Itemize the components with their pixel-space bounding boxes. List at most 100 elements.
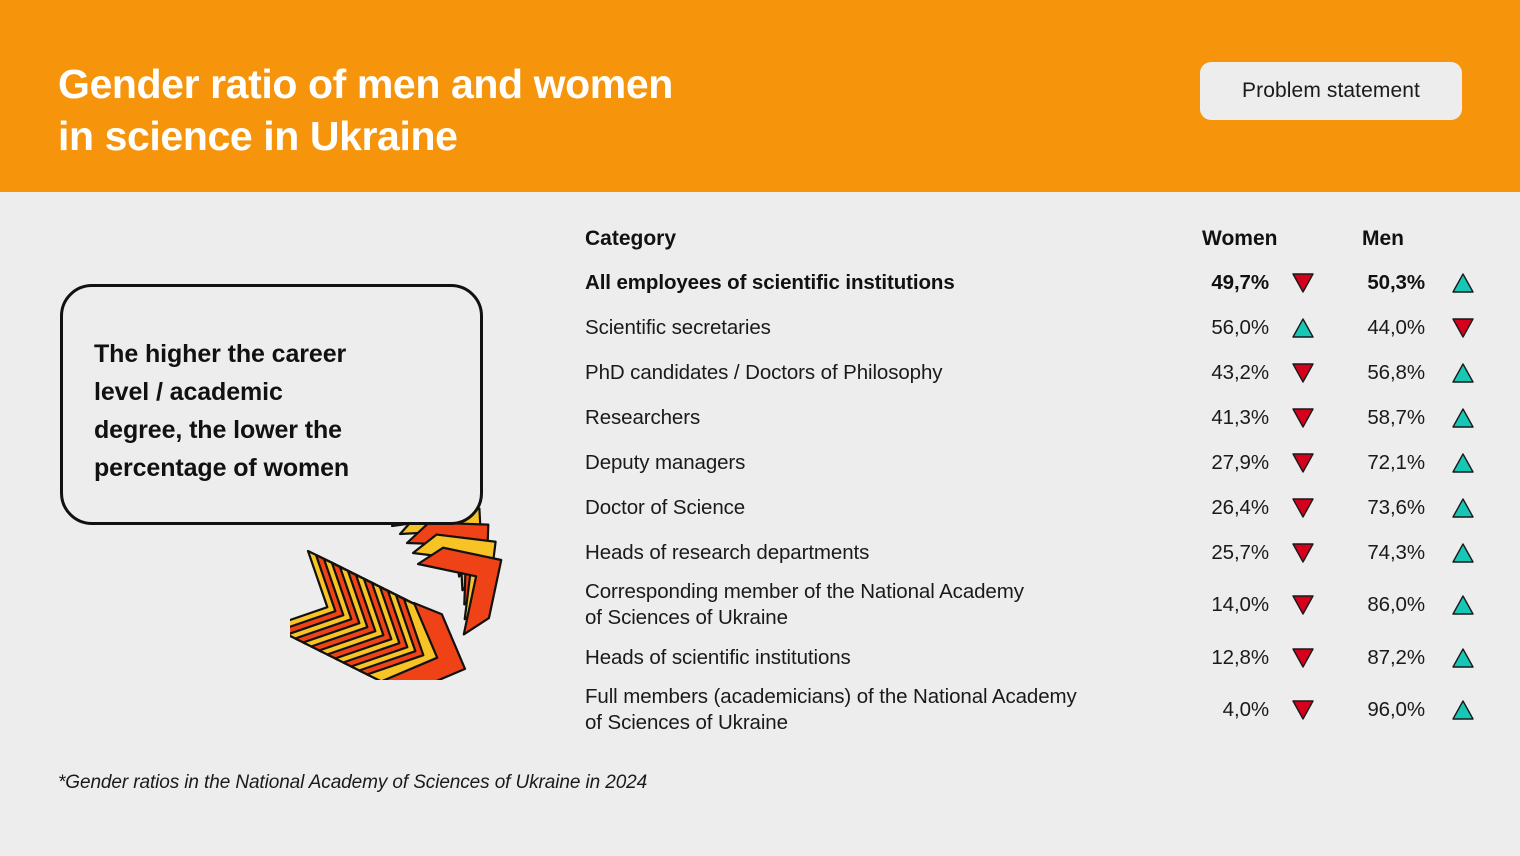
women-percent: 26,4% — [1211, 495, 1269, 519]
women-percent: 49,7% — [1211, 270, 1269, 294]
table-cell-women: 56,0% — [1185, 316, 1315, 340]
column-header-women: Women — [1202, 227, 1278, 250]
men-percent: 44,0% — [1367, 315, 1425, 339]
category-label: Scientific secretaries — [585, 315, 771, 339]
trend-down-icon — [1291, 497, 1315, 518]
table-cell-category: Heads of research departments — [585, 540, 1185, 566]
trend-down-icon — [1291, 407, 1315, 428]
trend-up-icon — [1291, 317, 1315, 338]
men-percent: 96,0% — [1367, 698, 1425, 721]
table-cell-women: 49,7% — [1185, 271, 1315, 295]
table-row: Heads of scientific institutions 12,8% 87,… — [585, 635, 1475, 680]
category-label: PhD candidates / Doctors of Philosophy — [585, 360, 943, 384]
trend-up-icon — [1451, 700, 1475, 720]
table-cell-men: 50,3% — [1315, 271, 1475, 295]
women-percent: 43,2% — [1211, 360, 1269, 384]
table-cell-women: 43,2% — [1185, 361, 1315, 385]
table-cell-men: 72,1% — [1315, 451, 1475, 475]
table-body: All employees of scientific institutions… — [585, 260, 1475, 740]
men-percent: 87,2% — [1367, 645, 1425, 669]
table-cell-category: Researchers — [585, 405, 1185, 431]
trend-up-icon — [1451, 452, 1475, 473]
footnote: *Gender ratios in the National Academy o… — [58, 772, 648, 793]
table-cell-category: All employees of scientific institutions — [585, 270, 1185, 296]
table-row: PhD candidates / Doctors of Philosophy 43… — [585, 350, 1475, 395]
table-row: Scientific secretaries 56,0% 44,0% — [585, 305, 1475, 350]
table-row: All employees of scientific institutions… — [585, 260, 1475, 305]
table-cell-women: 26,4% — [1185, 496, 1315, 520]
table-row: Deputy managers 27,9% 72,1% — [585, 440, 1475, 485]
table-cell-women: 12,8% — [1185, 646, 1315, 670]
trend-down-icon — [1451, 317, 1475, 338]
gender-ratio-table: Category Women Men All employees of scie… — [585, 218, 1475, 740]
men-percent: 58,7% — [1367, 405, 1425, 429]
category-label: Researchers — [585, 405, 701, 429]
category-label: Heads of scientific institutions — [585, 645, 851, 669]
table-cell-women: 25,7% — [1185, 541, 1315, 565]
problem-statement-badge[interactable]: Problem statement — [1200, 62, 1462, 120]
category-label: All employees of scientific institutions — [585, 270, 955, 294]
table-row: Full members (academicians) of the Natio… — [585, 680, 1475, 740]
table-cell-category: Deputy managers — [585, 450, 1185, 476]
men-percent: 72,1% — [1367, 450, 1425, 474]
category-label: Full members (academicians) of the Natio… — [585, 685, 1077, 734]
table-row: Heads of research departments 25,7% 74,3% — [585, 530, 1475, 575]
page-title: Gender ratio of men and women in science… — [58, 61, 673, 160]
women-percent: 56,0% — [1211, 315, 1269, 339]
trend-down-icon — [1291, 362, 1315, 383]
table-row: Doctor of Science 26,4% 73,6% — [585, 485, 1475, 530]
category-label: Doctor of Science — [585, 495, 746, 519]
women-percent: 14,0% — [1211, 593, 1269, 616]
table-cell-category: Full members (academicians) of the Natio… — [585, 684, 1185, 735]
women-percent: 12,8% — [1211, 645, 1269, 669]
table-cell-category: PhD candidates / Doctors of Philosophy — [585, 360, 1185, 386]
women-percent: 27,9% — [1211, 450, 1269, 474]
table-cell-men: 74,3% — [1315, 541, 1475, 565]
column-header-men: Men — [1362, 227, 1404, 250]
category-label: Heads of research departments — [585, 540, 870, 564]
table-cell-category: Scientific secretaries — [585, 315, 1185, 341]
women-percent: 25,7% — [1211, 540, 1269, 564]
men-percent: 86,0% — [1367, 593, 1425, 616]
category-label: Deputy managers — [585, 450, 746, 474]
column-header-category: Category — [585, 227, 677, 250]
men-percent: 73,6% — [1367, 495, 1425, 519]
trend-up-icon — [1451, 497, 1475, 518]
men-percent: 74,3% — [1367, 540, 1425, 564]
table-cell-men: 56,8% — [1315, 361, 1475, 385]
table-cell-men: 86,0% — [1315, 593, 1475, 617]
table-cell-category: Doctor of Science — [585, 495, 1185, 521]
insight-callout-text: The higher the career level / academic d… — [94, 340, 350, 482]
table-header-row: Category Women Men — [585, 218, 1475, 260]
table-cell-women: 4,0% — [1185, 698, 1315, 722]
men-percent: 50,3% — [1367, 270, 1425, 294]
category-label: Corresponding member of the National Aca… — [585, 580, 1024, 629]
trend-up-icon — [1451, 362, 1475, 383]
trend-up-icon — [1451, 595, 1475, 615]
trend-down-icon — [1291, 452, 1315, 473]
trend-up-icon — [1451, 647, 1475, 668]
table-cell-men: 44,0% — [1315, 316, 1475, 340]
table-cell-men: 73,6% — [1315, 496, 1475, 520]
trend-down-icon — [1291, 595, 1315, 615]
women-percent: 41,3% — [1211, 405, 1269, 429]
trend-down-icon — [1291, 542, 1315, 563]
trend-down-icon — [1291, 272, 1315, 293]
table-cell-category: Heads of scientific institutions — [585, 645, 1185, 671]
insight-callout: The higher the career level / academic d… — [60, 284, 483, 525]
trend-up-icon — [1451, 272, 1475, 293]
table-cell-men: 87,2% — [1315, 646, 1475, 670]
table-cell-men: 58,7% — [1315, 406, 1475, 430]
men-percent: 56,8% — [1367, 360, 1425, 384]
table-cell-women: 41,3% — [1185, 406, 1315, 430]
women-percent: 4,0% — [1222, 698, 1269, 721]
header-banner: Gender ratio of men and women in science… — [0, 0, 1520, 192]
table-cell-category: Corresponding member of the National Aca… — [585, 579, 1185, 630]
problem-statement-badge-label: Problem statement — [1242, 79, 1420, 102]
table-row: Corresponding member of the National Aca… — [585, 575, 1475, 635]
trend-down-icon — [1291, 647, 1315, 668]
table-cell-men: 96,0% — [1315, 698, 1475, 722]
trend-down-icon — [1291, 700, 1315, 720]
trend-up-icon — [1451, 542, 1475, 563]
